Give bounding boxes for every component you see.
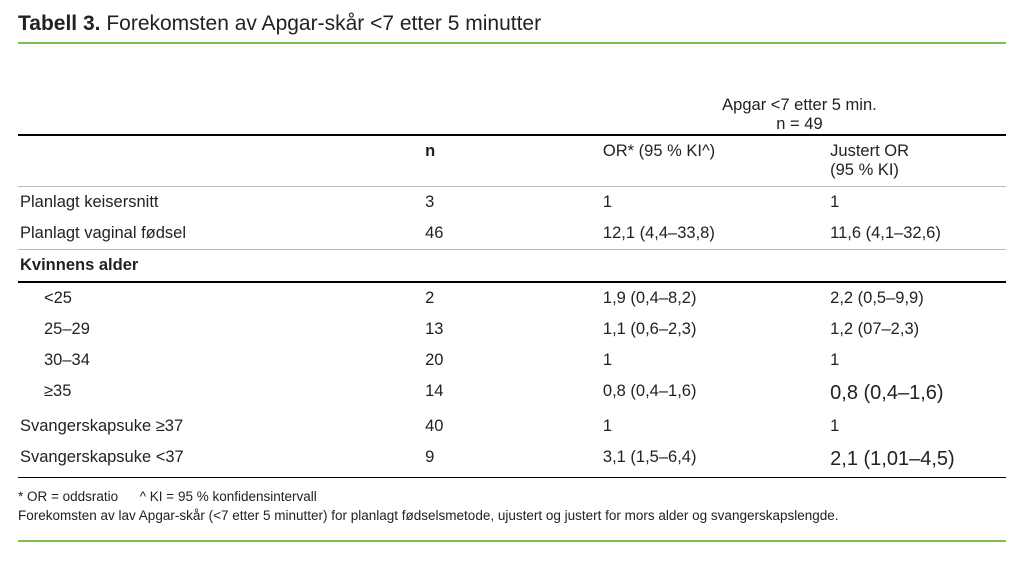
table-row: ≥35140,8 (0,4–1,6)0,8 (0,4–1,6)	[18, 376, 1006, 411]
row-or: 1	[601, 187, 828, 219]
table-row: Planlagt keisersnitt311	[18, 187, 1006, 219]
row-adjusted-or: 1,2 (07–2,3)	[828, 314, 1006, 345]
col-header-or: OR* (95 % KI^)	[601, 135, 828, 187]
table-row: <2521,9 (0,4–8,2)2,2 (0,5–9,9)	[18, 282, 1006, 314]
row-or: 0,8 (0,4–1,6)	[601, 376, 828, 411]
table-row: Svangerskapsuke ≥374011	[18, 411, 1006, 442]
row-label: Planlagt keisersnitt	[18, 187, 423, 219]
data-table: Apgar <7 etter 5 min. n = 49 n OR* (95 %…	[18, 90, 1006, 477]
row-n: 14	[423, 376, 601, 411]
row-label: <25	[18, 282, 423, 314]
row-n: 2	[423, 282, 601, 314]
super-header-line1: Apgar <7 etter 5 min.	[722, 96, 877, 114]
footnotes: * OR = oddsratio ^ KI = 95 % konfidensin…	[18, 488, 1006, 526]
top-accent-rule	[18, 42, 1006, 44]
table-title: Tabell 3. Forekomsten av Apgar-skår <7 e…	[18, 12, 1006, 36]
table-title-text: Forekomsten av Apgar-skår <7 etter 5 min…	[106, 12, 541, 35]
row-adjusted-or: 2,1 (1,01–4,5)	[828, 442, 1006, 477]
table-row: Kvinnens alder	[18, 250, 1006, 283]
row-n: 9	[423, 442, 601, 477]
super-header-line2: n = 49	[603, 115, 996, 134]
super-header-row: Apgar <7 etter 5 min. n = 49	[18, 90, 1006, 135]
row-or: 1	[601, 345, 828, 376]
row-label: Svangerskapsuke <37	[18, 442, 423, 477]
row-adjusted-or: 1	[828, 187, 1006, 219]
row-adjusted-or: 1	[828, 411, 1006, 442]
row-label: 30–34	[18, 345, 423, 376]
row-label: Planlagt vaginal fødsel	[18, 218, 423, 250]
row-n: 46	[423, 218, 601, 250]
table-row: 25–29131,1 (0,6–2,3)1,2 (07–2,3)	[18, 314, 1006, 345]
row-label: Svangerskapsuke ≥37	[18, 411, 423, 442]
col-header-adj: Justert OR (95 % KI)	[828, 135, 1006, 187]
table-bottom-rule	[18, 477, 1006, 478]
table-row: Planlagt vaginal fødsel4612,1 (4,4–33,8)…	[18, 218, 1006, 250]
table-row: Svangerskapsuke <3793,1 (1,5–6,4)2,1 (1,…	[18, 442, 1006, 477]
row-or: 1,1 (0,6–2,3)	[601, 314, 828, 345]
row-or: 1,9 (0,4–8,2)	[601, 282, 828, 314]
row-label: ≥35	[18, 376, 423, 411]
bottom-accent-rule	[18, 540, 1006, 542]
super-header-cell: Apgar <7 etter 5 min. n = 49	[601, 90, 1006, 135]
footnote-desc: Forekomsten av lav Apgar-skår (<7 etter …	[18, 508, 839, 523]
row-n: 20	[423, 345, 601, 376]
row-or: 3,1 (1,5–6,4)	[601, 442, 828, 477]
footnote-or: * OR = oddsratio	[18, 489, 118, 504]
row-or: 12,1 (4,4–33,8)	[601, 218, 828, 250]
row-label: 25–29	[18, 314, 423, 345]
section-label: Kvinnens alder	[18, 250, 1006, 283]
row-n: 3	[423, 187, 601, 219]
row-adjusted-or: 1	[828, 345, 1006, 376]
row-n: 13	[423, 314, 601, 345]
row-adjusted-or: 2,2 (0,5–9,9)	[828, 282, 1006, 314]
footnote-ki: ^ KI = 95 % konfidensintervall	[140, 489, 317, 504]
table-label: Tabell 3.	[18, 12, 100, 35]
table-row: 30–342011	[18, 345, 1006, 376]
table-container: Tabell 3. Forekomsten av Apgar-skår <7 e…	[0, 0, 1024, 560]
column-header-row: n OR* (95 % KI^) Justert OR (95 % KI)	[18, 135, 1006, 187]
row-n: 40	[423, 411, 601, 442]
row-or: 1	[601, 411, 828, 442]
row-adjusted-or: 11,6 (4,1–32,6)	[828, 218, 1006, 250]
col-header-n: n	[423, 135, 601, 187]
row-adjusted-or: 0,8 (0,4–1,6)	[828, 376, 1006, 411]
